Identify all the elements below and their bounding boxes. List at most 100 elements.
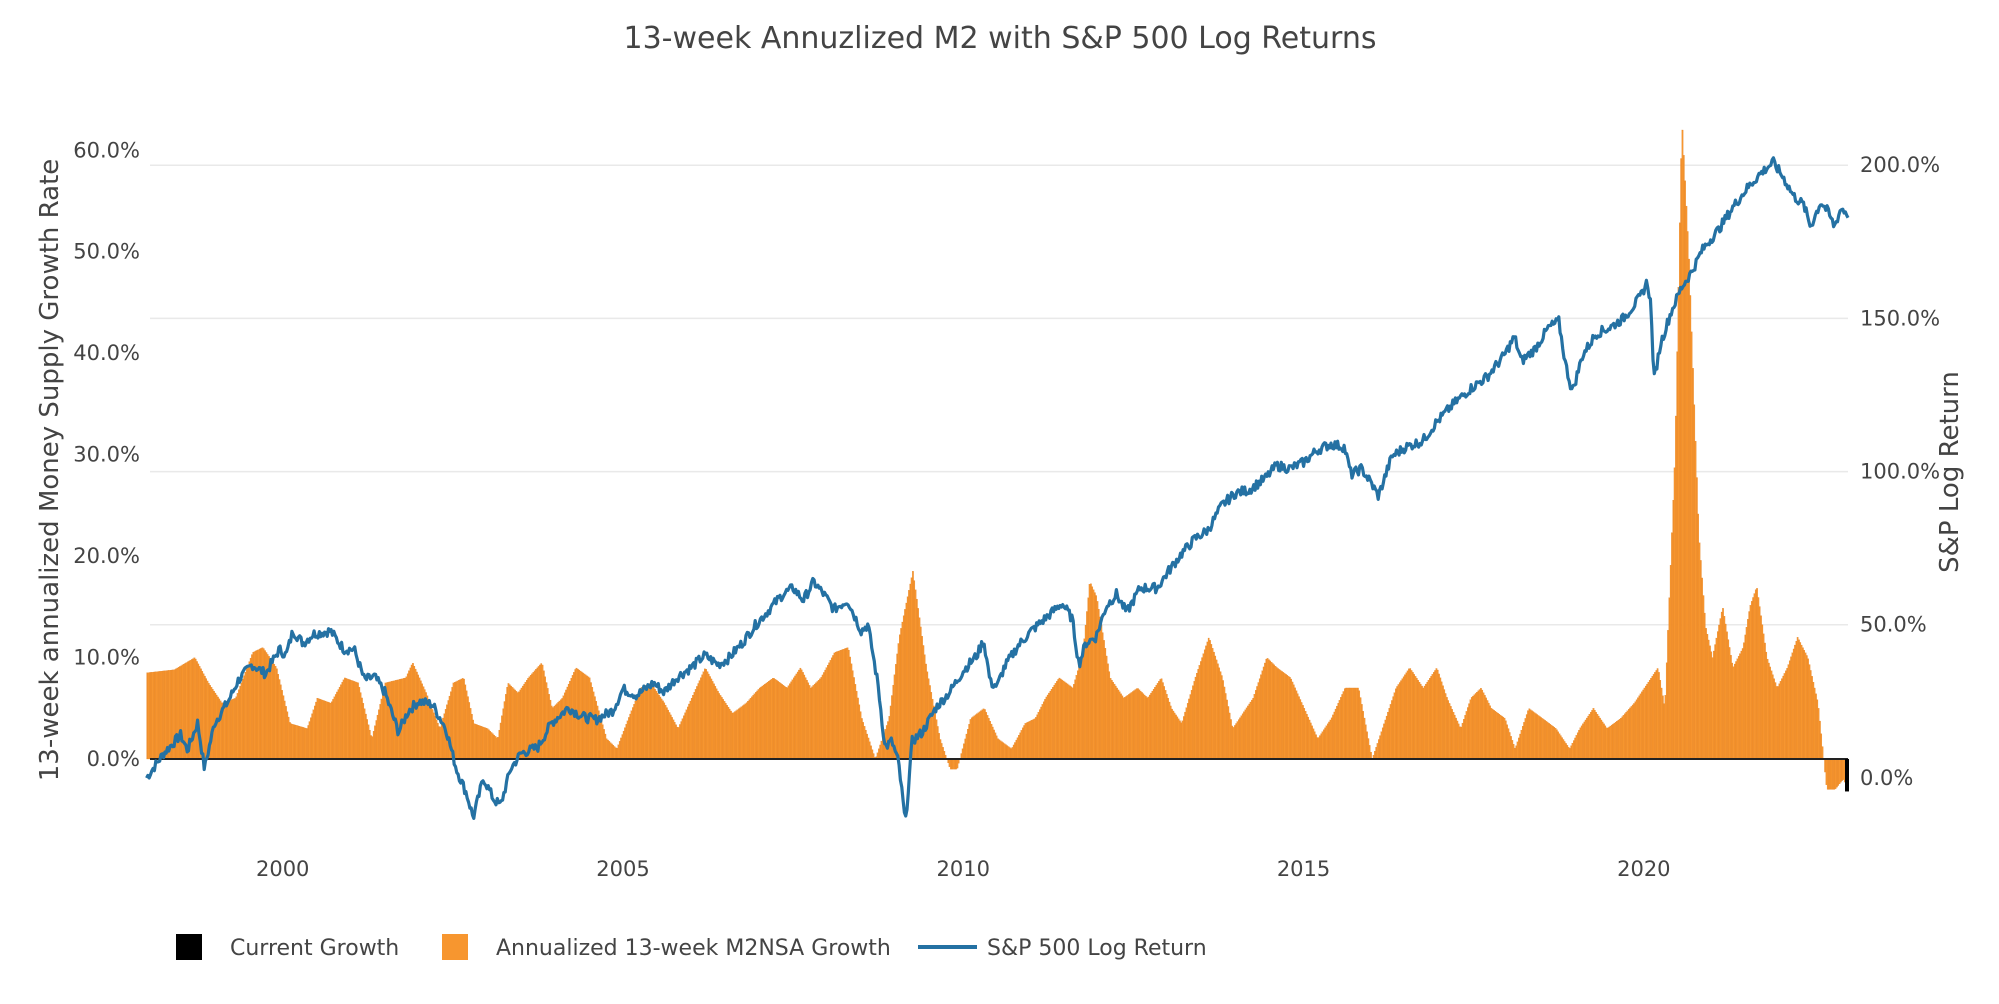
m2-bar <box>238 689 240 760</box>
m2-bar <box>1655 670 1658 760</box>
m2-bar <box>1135 688 1138 760</box>
m2-bar <box>634 700 637 760</box>
m2-bar <box>1166 694 1168 760</box>
m2-bar <box>1482 692 1485 760</box>
m2-bar <box>666 707 668 760</box>
m2-bar <box>359 692 362 760</box>
m2-bar <box>743 704 745 760</box>
m2-bar <box>815 682 817 760</box>
m2-bar <box>870 745 872 760</box>
m2-bar <box>1573 740 1575 760</box>
m2-bar <box>871 749 874 760</box>
m2-bar <box>285 706 287 760</box>
m2-bar <box>1423 685 1426 760</box>
m2-bar <box>1754 589 1757 760</box>
m2-bar <box>1361 704 1363 760</box>
m2-bar <box>963 743 965 760</box>
m2-bar <box>1256 686 1258 760</box>
m2-bar <box>261 647 264 760</box>
m2-bar <box>1584 719 1587 760</box>
m2-bar <box>880 740 883 760</box>
m2-bar <box>1039 709 1041 760</box>
m2-bar <box>1764 642 1766 760</box>
m2-bar <box>783 686 786 760</box>
m2-bar <box>1275 667 1278 760</box>
m2-bar <box>430 705 433 760</box>
m2-bar <box>1083 638 1086 760</box>
m2-bar <box>469 708 472 760</box>
m2-bar <box>1075 675 1078 760</box>
m2-bar <box>1836 758 1838 788</box>
m2-bar <box>1091 586 1094 760</box>
m2-bar <box>1277 668 1279 760</box>
m2-bar <box>1476 692 1478 760</box>
m2-bar <box>456 680 459 760</box>
m2-bar <box>1036 714 1039 760</box>
m2-bar <box>651 685 654 760</box>
m2-bar <box>346 678 349 760</box>
m2-bar <box>1395 688 1397 760</box>
m2-bar <box>790 681 793 760</box>
m2-bar <box>332 699 334 760</box>
m2-bar <box>1114 685 1117 760</box>
m2-bar <box>1622 715 1625 760</box>
m2-bar <box>1786 668 1788 760</box>
m2-bar <box>950 758 952 770</box>
m2-bar <box>506 687 509 760</box>
m2-bar <box>1298 696 1300 760</box>
m2-bar <box>1826 758 1829 790</box>
m2-bar <box>1336 705 1338 760</box>
m2-bar <box>1162 682 1164 760</box>
m2-bar <box>514 689 516 760</box>
m2-bar <box>1118 691 1121 760</box>
sp500-line <box>145 156 1850 820</box>
m2-bar <box>302 727 304 760</box>
m2-bar <box>331 701 333 760</box>
m2-bar <box>799 667 802 760</box>
m2-bar <box>956 758 959 769</box>
m2-bar <box>358 687 361 760</box>
m2-bar <box>1656 668 1659 760</box>
m2-bar <box>1837 758 1840 786</box>
m2-bar <box>290 723 293 760</box>
m2-bar <box>202 673 205 760</box>
m2-bar <box>1811 676 1813 760</box>
m2-bar <box>753 693 756 760</box>
m2-bar <box>1684 180 1686 760</box>
m2-bar <box>501 715 503 760</box>
gridlines <box>150 164 1848 626</box>
m2-bar <box>235 696 238 760</box>
m2-bar <box>910 577 913 760</box>
m2-bar <box>1817 708 1820 760</box>
m2-bar <box>1342 691 1345 760</box>
m2-bar <box>361 697 363 760</box>
m2-bar <box>1807 658 1809 760</box>
m2-bar <box>1332 714 1334 760</box>
m2-bar <box>307 725 310 760</box>
m2-bar <box>906 596 909 760</box>
m2-bar <box>747 701 749 760</box>
m2-bar <box>1090 583 1092 760</box>
m2-bar <box>1624 713 1626 760</box>
m2-bar <box>465 690 468 760</box>
m2-bar <box>639 687 642 760</box>
m2-bar <box>1580 725 1583 760</box>
m2-bar <box>562 695 565 760</box>
m2-bar <box>1578 729 1580 760</box>
m2-bar <box>1054 683 1057 760</box>
m2-bar <box>1645 685 1647 760</box>
m2-bar <box>226 701 228 760</box>
m2-bar <box>1024 723 1027 760</box>
m2-bar <box>1181 720 1184 760</box>
m2-bar <box>362 703 365 760</box>
m2-bar <box>1467 707 1469 760</box>
m2-bar <box>982 708 985 760</box>
m2-bar <box>938 733 940 760</box>
m2-bar <box>158 671 160 760</box>
m2-bar <box>472 719 474 760</box>
m2-bar <box>457 680 460 760</box>
m2-bar <box>303 727 306 760</box>
m2-bar <box>1464 715 1467 760</box>
m2-bar <box>1677 287 1680 760</box>
m2-bar <box>749 698 752 760</box>
